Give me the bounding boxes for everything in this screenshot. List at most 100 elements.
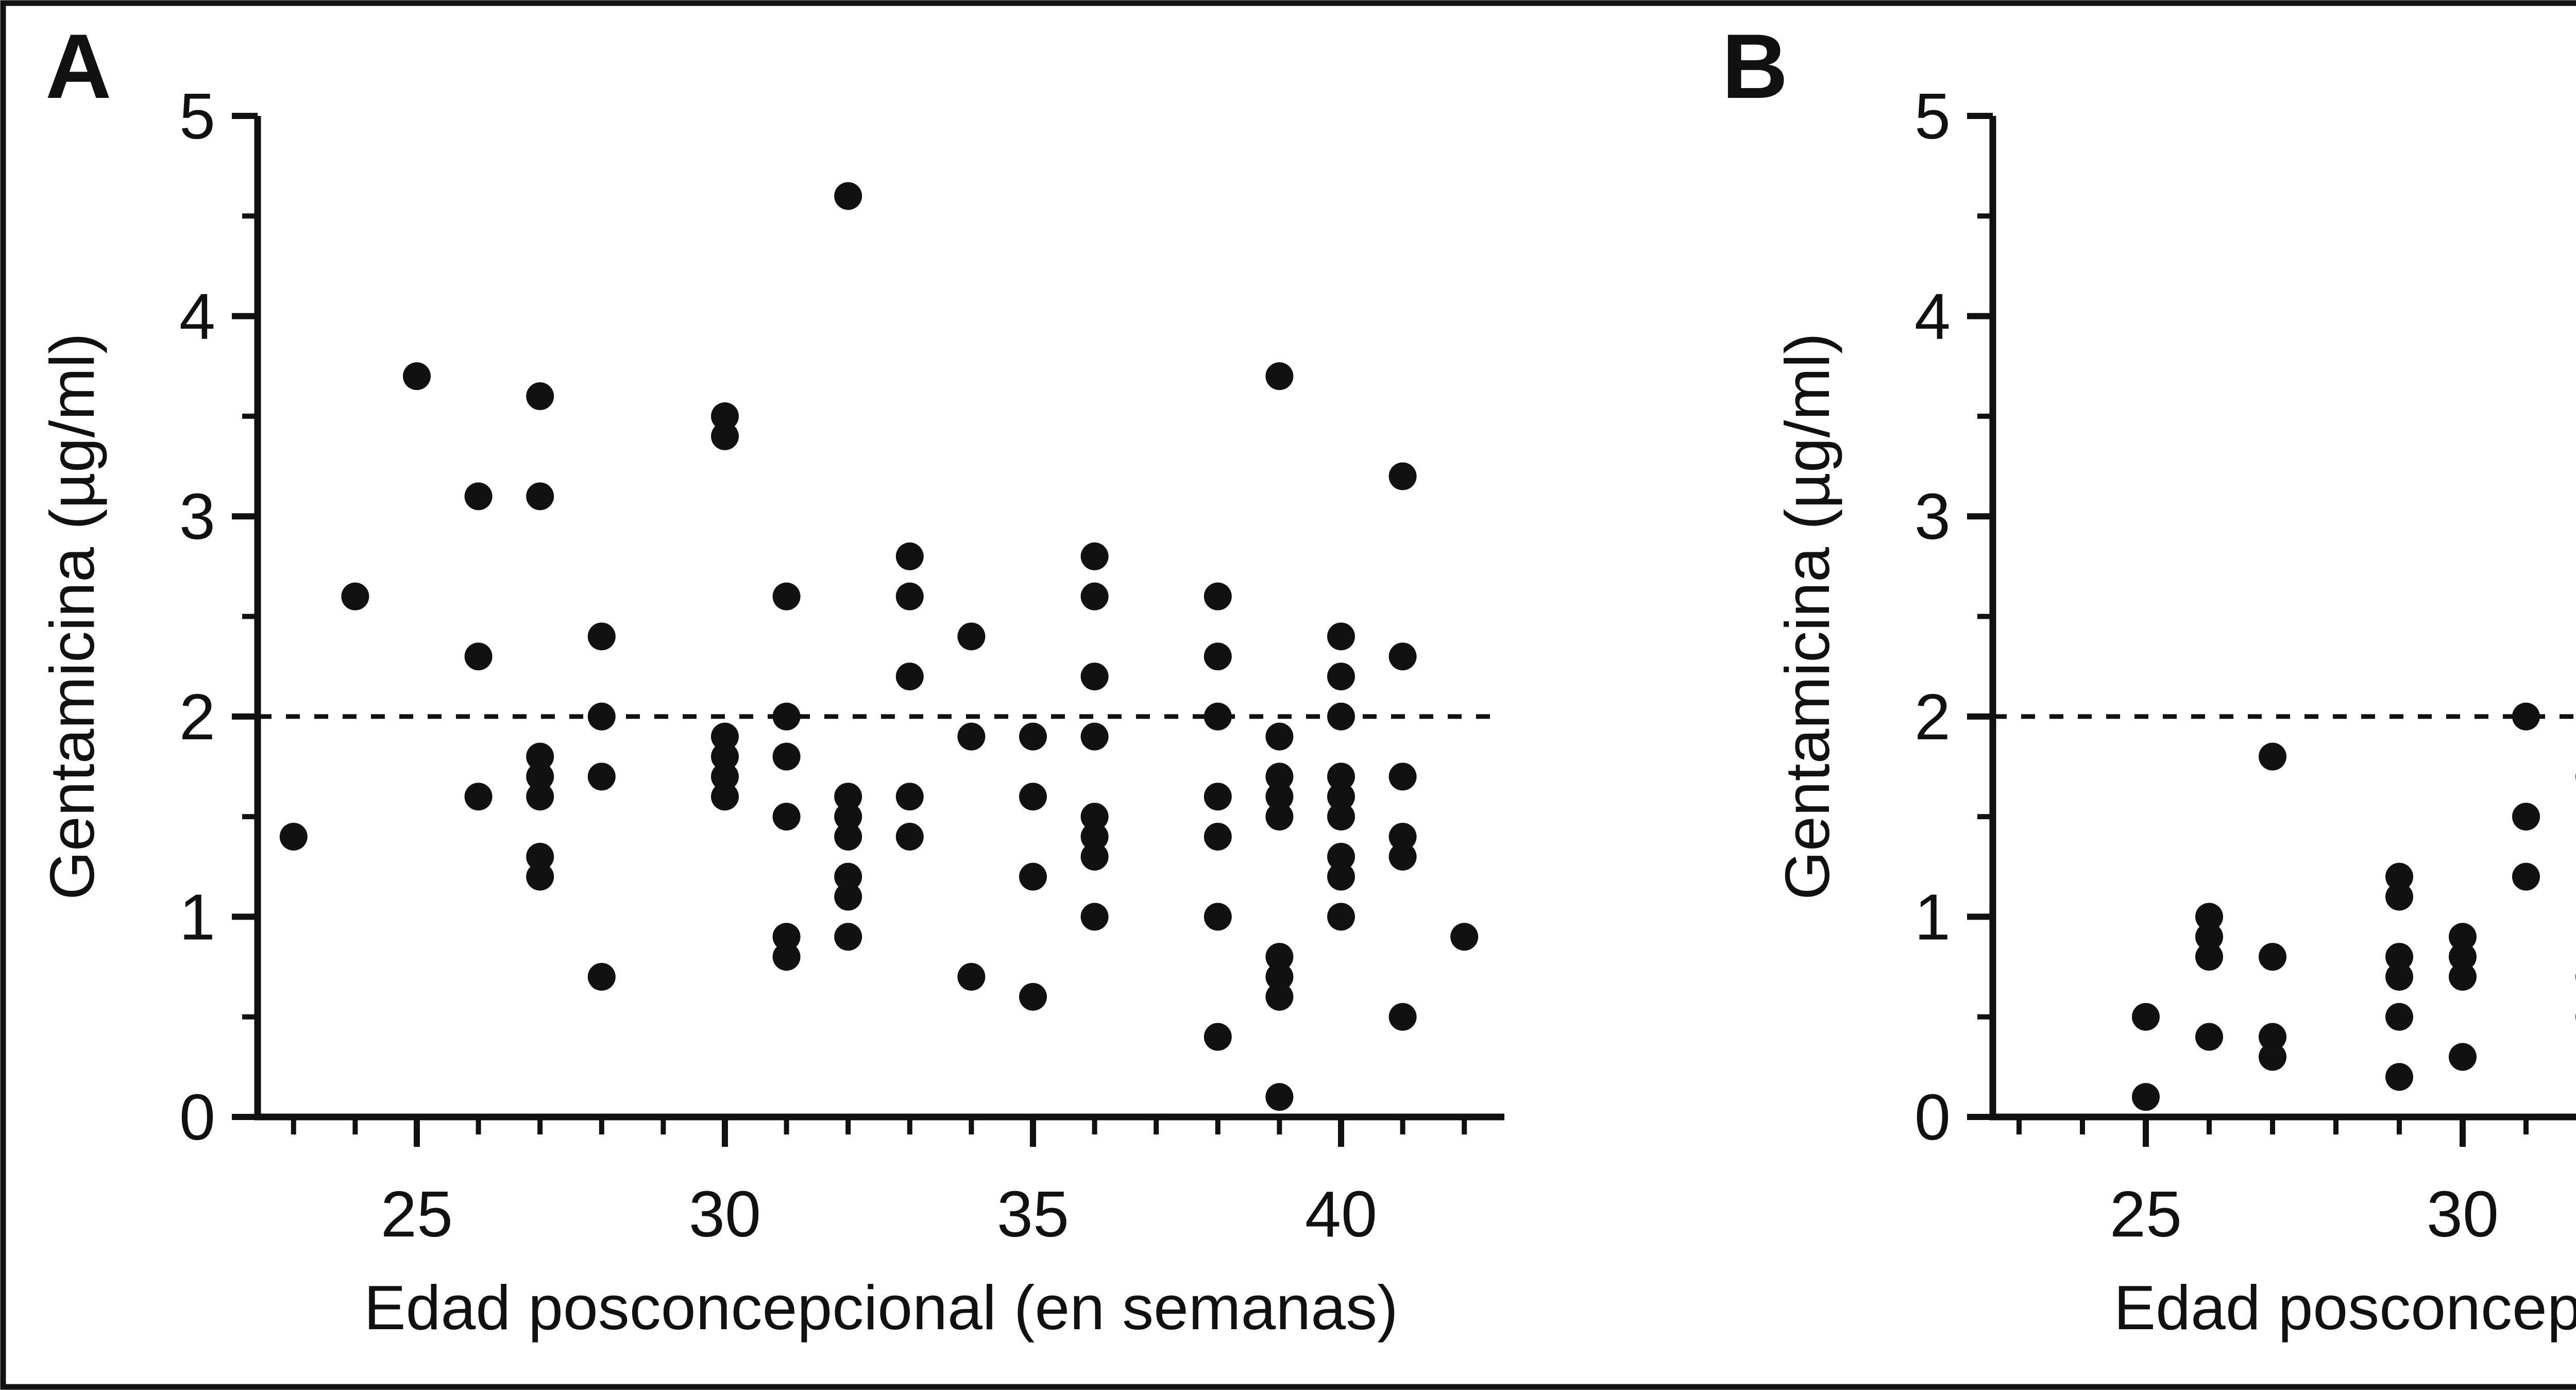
data-point <box>1080 803 1109 831</box>
data-point <box>2512 702 2540 731</box>
data-point <box>895 822 924 851</box>
data-point <box>834 923 862 951</box>
data-point <box>464 783 493 811</box>
data-point <box>1327 622 1355 651</box>
data-point <box>587 762 616 791</box>
data-point <box>1204 783 1232 811</box>
data-point <box>834 862 862 891</box>
data-point <box>1327 663 1355 691</box>
data-point <box>834 783 862 811</box>
data-point <box>895 783 924 811</box>
data-point <box>1450 923 1479 951</box>
data-point <box>2385 1003 2413 1031</box>
data-point <box>1019 783 1047 811</box>
y-tick-label: 5 <box>1914 80 1951 152</box>
data-point <box>2195 943 2223 971</box>
data-point <box>526 742 554 771</box>
data-point <box>1019 982 1047 1011</box>
data-point <box>957 622 986 651</box>
data-point <box>1265 1083 1294 1111</box>
data-point <box>587 622 616 651</box>
data-point <box>2259 1043 2286 1071</box>
data-point <box>2385 962 2413 991</box>
data-point <box>2132 1083 2160 1111</box>
data-point <box>1019 862 1047 891</box>
data-point <box>834 883 862 911</box>
data-point <box>1388 822 1417 851</box>
y-tick-label: 2 <box>179 681 215 753</box>
y-tick-label: 1 <box>179 880 215 953</box>
data-point <box>2385 943 2413 971</box>
data-point <box>1204 1023 1232 1051</box>
data-point <box>1327 862 1355 891</box>
data-point <box>1327 903 1355 931</box>
data-point <box>1265 362 1294 391</box>
data-point <box>526 783 554 811</box>
data-point <box>526 842 554 871</box>
data-point <box>1388 642 1417 671</box>
data-point <box>2449 943 2477 971</box>
data-point <box>2512 803 2540 831</box>
data-point <box>1265 722 1294 751</box>
panel-label-a: A <box>45 15 112 117</box>
data-point <box>1327 803 1355 831</box>
y-tick-label: 5 <box>179 80 215 152</box>
data-point <box>957 962 986 991</box>
data-point <box>1388 1003 1417 1031</box>
data-point <box>1204 642 1232 671</box>
x-tick-label: 30 <box>2427 1178 2499 1250</box>
x-axis-title: Edad posconcepcional (en semanas) <box>2114 1273 2576 1343</box>
data-point <box>1388 762 1417 791</box>
data-point <box>895 542 924 570</box>
data-point <box>2259 1023 2286 1051</box>
data-point <box>1204 702 1232 731</box>
data-point <box>772 943 801 971</box>
data-point <box>895 582 924 611</box>
y-axis-title: Gentamicina (µg/ml) <box>1772 333 1842 900</box>
data-point <box>2449 1043 2477 1071</box>
data-point <box>1327 783 1355 811</box>
data-point <box>1080 842 1109 871</box>
data-point <box>772 742 801 771</box>
y-tick-label: 0 <box>1914 1081 1951 1154</box>
data-point <box>711 722 739 751</box>
data-point <box>1388 462 1417 490</box>
data-point <box>2259 742 2286 771</box>
y-tick-label: 2 <box>1914 681 1951 753</box>
data-point <box>1019 722 1047 751</box>
data-point <box>1265 803 1294 831</box>
data-point <box>341 582 369 611</box>
data-point <box>1080 903 1109 931</box>
x-tick-label: 25 <box>2110 1178 2182 1250</box>
data-point <box>1265 982 1294 1011</box>
data-point <box>772 702 801 731</box>
data-point <box>2385 1063 2413 1091</box>
data-point <box>711 402 739 430</box>
data-point <box>711 742 739 771</box>
data-point <box>464 642 493 671</box>
x-tick-label: 40 <box>1305 1178 1377 1250</box>
data-point <box>1327 702 1355 731</box>
data-point <box>711 762 739 791</box>
x-tick-label: 35 <box>997 1178 1069 1250</box>
data-point <box>834 803 862 831</box>
data-point <box>772 923 801 951</box>
data-point <box>2132 1003 2160 1031</box>
data-point <box>772 803 801 831</box>
y-tick-label: 3 <box>1914 480 1951 553</box>
data-point <box>1265 962 1294 991</box>
data-point <box>1265 762 1294 791</box>
data-point <box>526 762 554 791</box>
data-point <box>1204 903 1232 931</box>
data-point <box>587 962 616 991</box>
data-point <box>526 482 554 511</box>
y-tick-label: 3 <box>179 480 215 553</box>
data-point <box>1327 842 1355 871</box>
data-point <box>895 663 924 691</box>
data-point <box>1080 663 1109 691</box>
data-point <box>2385 883 2413 911</box>
data-point <box>711 422 739 450</box>
data-point <box>1080 582 1109 611</box>
